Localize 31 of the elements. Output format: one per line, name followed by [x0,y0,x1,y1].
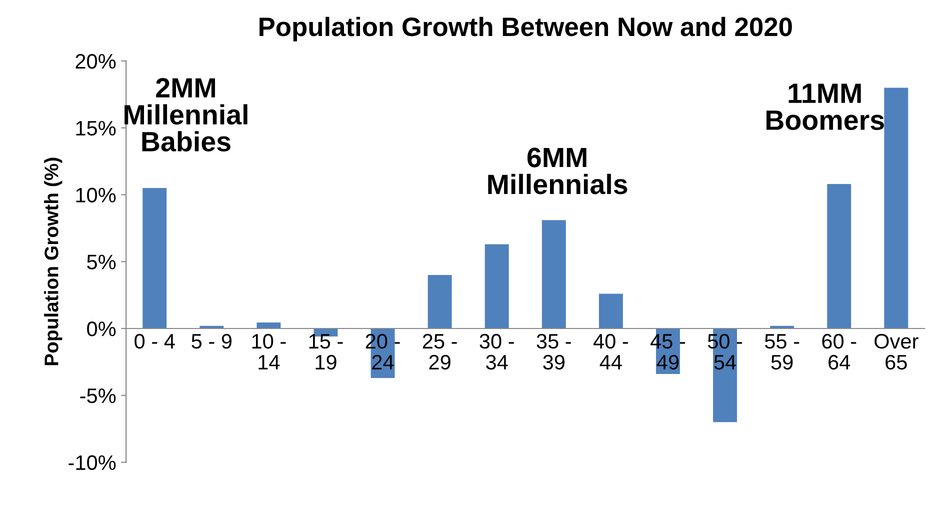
bar [142,188,167,329]
bar [542,220,566,329]
annotation: 11MM Boomers [766,84,884,130]
annotation: 6MM Millennials [488,148,628,194]
y-tick-label: -5% [80,388,116,404]
x-tick-label: 30 - 34 [480,334,514,370]
x-tick-label: 55 - 59 [764,334,800,370]
y-tick-label: 20% [76,54,116,69]
y-tick-label: 10% [76,188,116,202]
bar [428,274,452,329]
x-tick-label: 5 - 9 [192,334,232,349]
x-tick-label: 40 - 44 [593,334,628,370]
y-axis-title: Population Growth (%) [44,158,62,366]
bar [827,184,852,329]
x-tick-label: 60 - 64 [822,334,856,370]
x-tick-label: 35 - 39 [536,334,571,370]
chart-title: Population Growth Between Now and 2020 [260,16,792,42]
y-tick-label: -10% [68,455,116,470]
y-tick-label: 15% [76,120,116,136]
annotation: 2MM Millennial Babies [124,78,248,152]
bar [598,294,623,329]
x-tick-label: 0 - 4 [134,334,175,349]
x-tick-label: Over 65 [874,334,918,370]
x-tick-label: 25 - 29 [422,334,457,370]
bar [256,322,281,329]
bar [484,244,509,329]
x-tick-label: 15 - 19 [309,334,343,370]
x-tick-label: 10 - 14 [252,334,286,370]
y-tick-label: 0% [87,322,116,336]
bar [884,88,908,329]
y-tick-label: 5% [87,254,116,270]
